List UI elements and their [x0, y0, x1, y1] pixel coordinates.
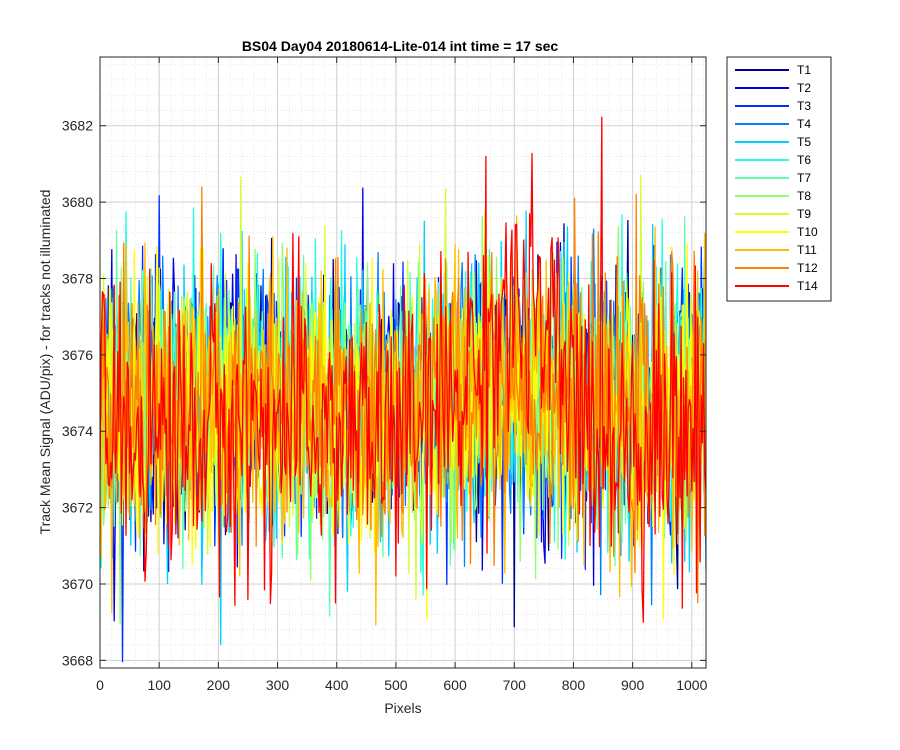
series-group — [100, 116, 706, 663]
legend-label-t12: T12 — [797, 261, 818, 275]
y-axis-label: Track Mean Signal (ADU/pix) - for tracks… — [37, 190, 53, 535]
y-tick-label: 3682 — [62, 118, 93, 134]
legend-label-t1: T1 — [797, 63, 811, 77]
x-tick-label: 0 — [96, 677, 104, 693]
x-tick-label: 400 — [325, 677, 349, 693]
legend-label-t14: T14 — [797, 279, 818, 293]
x-tick-label: 900 — [621, 677, 645, 693]
legend-label-t4: T4 — [797, 117, 811, 131]
chart-title: BS04 Day04 20180614-Lite-014 int time = … — [242, 38, 559, 54]
y-tick-label: 3674 — [62, 423, 93, 439]
legend-label-t3: T3 — [797, 99, 811, 113]
x-axis-label: Pixels — [384, 700, 421, 716]
x-tick-label: 700 — [503, 677, 527, 693]
legend-label-t11: T11 — [797, 243, 817, 257]
legend-label-t2: T2 — [797, 81, 811, 95]
y-tick-label: 3672 — [62, 500, 93, 516]
x-tick-label: 300 — [266, 677, 290, 693]
y-tick-label: 3668 — [62, 652, 93, 668]
legend-label-t9: T9 — [797, 207, 811, 221]
axes-box — [99, 56, 707, 669]
series-line-t12 — [100, 186, 706, 604]
legend-label-t7: T7 — [797, 171, 811, 185]
legend-label-t8: T8 — [797, 189, 811, 203]
y-tick-label: 3680 — [62, 194, 93, 210]
x-tick-label: 800 — [562, 677, 586, 693]
legend: T1 T2 T3 T4 T5 T6 T7 T8 T9 T10 T11 T12 T14 — [726, 56, 832, 302]
y-tick-label: 3676 — [62, 347, 93, 363]
x-tick-label: 200 — [207, 677, 231, 693]
legend-label-t6: T6 — [797, 153, 811, 167]
y-tick-label: 3678 — [62, 270, 93, 286]
x-tick-label: 500 — [384, 677, 408, 693]
y-tick-label: 3670 — [62, 576, 93, 592]
legend-label-t10: T10 — [797, 225, 818, 239]
x-tick-label: 1000 — [676, 677, 707, 693]
series-line-t14 — [100, 116, 706, 623]
legend-label-t5: T5 — [797, 135, 811, 149]
x-tick-label: 600 — [443, 677, 467, 693]
plot-area: 0 100 200 300 400 500 600 700 800 900 1000 3668 3670… — [62, 56, 708, 693]
x-tick-label: 100 — [148, 677, 172, 693]
